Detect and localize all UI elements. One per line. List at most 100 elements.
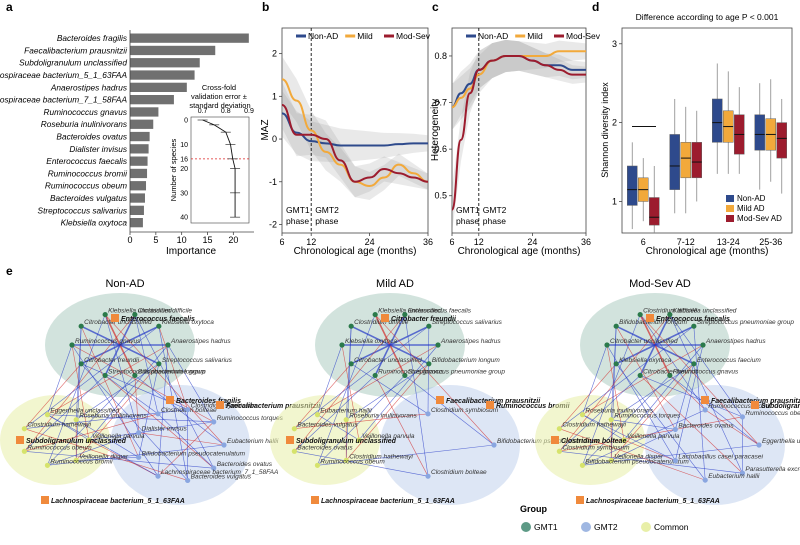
a-bar [130,119,154,129]
a-x-tick-label: 15 [202,235,212,245]
e-node [739,470,746,476]
e-node [102,372,108,379]
e-edge [317,414,360,441]
e-node [667,311,673,318]
a-x-tick-label: 0 [127,235,132,245]
e-hub-label: Subdoligranulum unclassified [26,438,127,445]
e-node [136,454,142,460]
e-edge [559,450,743,474]
d-y-tick-label: 3 [612,39,617,49]
e-edge [582,344,704,415]
e-network-title: Non-AD [105,278,144,290]
e-node [579,412,586,418]
d-box [712,98,723,143]
x-tick-label: 36 [581,237,591,247]
a-inset-y-label: Number of species [169,138,178,201]
e-node-label: Ruminococcus obeum [320,458,385,465]
a-inset-y-tick: 20 [180,166,188,173]
a-inset-y-tick: 40 [180,215,188,222]
series-line-mod-sev [281,103,429,183]
e-edge [24,413,159,452]
a-x-tick-label: 5 [153,235,158,245]
e-legend-dot [641,522,651,532]
a-bar [130,131,150,142]
e-hub-label: Subdoligranulum unclassified [761,403,800,410]
e-hub-node [216,401,224,409]
a-x-tick-label: 10 [177,235,187,245]
y-tick-label: 2 [272,49,277,59]
e-node-label: Clostridium difficile [138,308,193,315]
e-edge [623,344,704,441]
e-edge [24,428,188,481]
e-node-label: Bifidobacterium pseudocatenulatum [585,458,689,465]
e-node [221,442,227,448]
e-node-label: Dialister invisus [142,426,188,433]
e-node-label: Klebsiella unclassified [378,308,442,315]
a-category-label: Bacteroides fragilis [57,33,127,43]
e-hub-label: Bacteroides fragilis [176,398,241,405]
a-bar [130,181,147,191]
e-node-label: Bacteroides vulgatus [191,473,252,480]
e-node-label: Enterococcus faecalis [408,308,472,315]
panel-letter-c: c [432,0,439,14]
y-tick-label: 1 [272,91,277,101]
e-edge [693,326,706,481]
y-tick-label: -2 [269,219,277,229]
e-node [604,342,610,348]
confidence-band [452,39,586,131]
e-edge [47,375,136,466]
e-edge [610,326,617,461]
e-legend-label: GMT1 [534,522,558,532]
b-plot-frame [281,27,429,234]
e-hub-node [436,396,444,404]
e-edge [80,326,139,458]
e-edge [24,314,136,452]
e-node-label: Ruminococcus bromii [50,458,113,465]
a-category-label: Roseburia inulinivorans [41,119,127,129]
e-edge [75,326,82,461]
e-legend-title: Group [520,504,547,514]
e-node [613,361,619,367]
panel-letter-a: a [6,0,13,14]
a-bar [130,107,159,117]
e-edge [24,375,106,452]
e-edge [88,421,214,441]
e-edge [582,414,676,461]
c-x-label: Chronological age (months) [458,246,581,257]
panel-a-feature-importance: Bacteroides fragilis Faecalibacterium pra… [0,30,254,257]
e-node [672,426,678,432]
e-node-label: Citrobacter freundii [84,357,139,364]
series-line-mod-sev [451,54,586,211]
e-node [491,442,497,448]
e-node-label: Ruminococcus obeum [745,410,800,417]
e-edge [24,450,214,469]
e-node-label: Eubacterium hallii [320,408,372,415]
d-box [754,114,765,151]
e-legend-dot [521,522,531,532]
e-node [155,473,161,479]
e-gmt2-region [110,385,250,505]
confidence-band [282,81,428,198]
e-hub-label: Faecalibacterium prausnitzii [226,403,321,410]
e-edge [47,414,214,423]
a-category-label: Lachnospiraceae bacterium_7_1_58FAA [0,95,127,105]
e-node-label: Roseburia inulinivorans [585,408,653,415]
y-tick-label: 0.5 [434,191,447,201]
e-node-label: Streptococcus pneumoniae group [408,368,506,375]
e-node-label: Klebsiella oxytoca [162,319,214,326]
e-node-label: Streptococcus salivarius [162,357,233,364]
e-node-label: Citrobacter unclassified [84,319,152,326]
e-edge [76,419,139,458]
y-tick-label: 0.7 [434,98,447,108]
e-edge [350,325,430,365]
a-inset-y-tick: 0 [184,118,188,125]
e-node [73,417,79,423]
e-node [211,419,217,425]
e-hub-node [381,314,389,322]
e-node-label: Streptococcus salivarius [432,319,503,326]
e-node-label: Clostridium symbiosum [191,403,259,410]
e-edge [358,344,439,441]
e-node [21,448,27,454]
e-hub-node [576,496,584,504]
e-edge [427,326,430,414]
